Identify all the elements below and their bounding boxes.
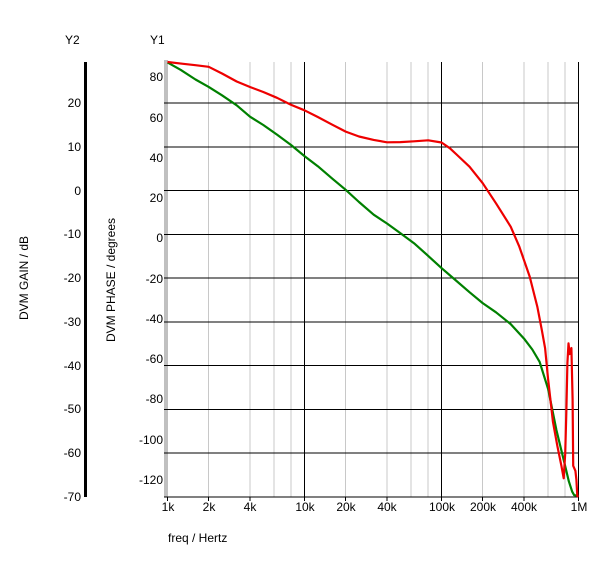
phase-tick-label: 40 [149,151,163,165]
freq-tick-label: 100k [428,500,456,514]
phase-curve [167,60,580,498]
phase-tick-label: 20 [149,191,163,205]
freq-tick-label: 10k [295,500,315,514]
phase-tick-label: -40 [145,312,163,326]
gain-tick-label: -60 [63,446,81,460]
gain-tick-label: -30 [63,315,81,329]
phase-tick-label: 0 [156,231,163,245]
freq-tick-label: 1k [161,500,175,514]
freq-tick-label: 20k [336,500,356,514]
phase-tick-label: -20 [145,272,163,286]
gain-tick-label: 0 [74,184,81,198]
gain-tick-label: 20 [67,96,81,110]
y2-axis-name: Y2 [65,33,80,47]
gain-tick-label: -70 [63,490,81,504]
phase-tick-label: -60 [145,352,163,366]
gain-curve [166,61,579,497]
phase-tick-label: -80 [145,392,163,406]
freq-tick-label: 40k [377,500,397,514]
freq-tick-label: 2k [202,500,216,514]
phase-tick-label: -100 [138,433,163,447]
phase-tick-label: 60 [149,111,163,125]
gain-tick-label: -20 [63,271,81,285]
gain-tick-label: -10 [63,227,81,241]
gain-tick-label: -40 [63,359,81,373]
freq-tick-label: 200k [469,500,497,514]
phase-tick-label: -120 [138,473,163,487]
y1-axis-name: Y1 [150,33,165,47]
freq-tick-label: 1M [570,500,588,514]
gain-tick-label: 10 [67,140,81,154]
phase-tick-label: 80 [149,70,163,84]
gain-tick-label: -50 [63,402,81,416]
freq-tick-label: 4k [243,500,257,514]
x-axis-title: freq / Hertz [168,531,228,545]
freq-tick-label: 400k [510,500,538,514]
